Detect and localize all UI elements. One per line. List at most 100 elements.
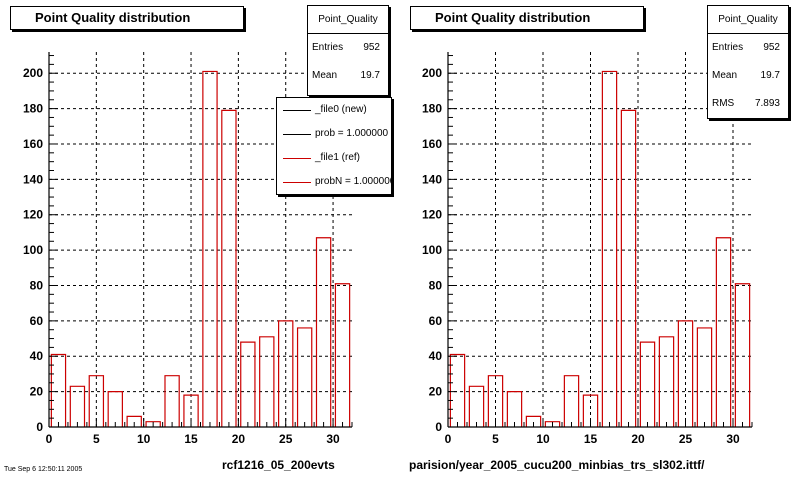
right-x-tick-label: 10 — [536, 432, 550, 446]
left-y-tick-label: 80 — [30, 278, 44, 292]
right-y-tick-label: 40 — [429, 349, 443, 363]
left-x-tick-label: 25 — [279, 432, 293, 446]
right-footer-label: parision/year_2005_cucu200_minbias_trs_s… — [409, 458, 705, 472]
right-bar — [734, 283, 751, 427]
left-y-tick-label: 0 — [36, 420, 43, 434]
left-y-tick-label: 60 — [30, 314, 44, 328]
right-y-tick-label: 80 — [429, 278, 443, 292]
left-x-tick-label: 30 — [326, 432, 340, 446]
right-y-tick-label: 100 — [422, 243, 442, 257]
left-mean-label: Mean — [312, 70, 338, 81]
right-bar — [696, 327, 713, 427]
right-y-tick-label: 160 — [422, 137, 442, 151]
left-entries-value: 952 — [363, 42, 380, 53]
legend-line-red — [283, 158, 311, 159]
right-x-tick-label: 30 — [726, 432, 740, 446]
right-mean-label: Mean — [712, 70, 738, 81]
legend-label: prob = 1.000000 — [315, 128, 389, 139]
left-bar — [296, 327, 313, 427]
left-bar — [69, 385, 86, 427]
left-y-tick-label: 100 — [23, 243, 43, 257]
right-bar — [487, 375, 504, 427]
left-bar — [145, 421, 161, 427]
right-entries-value: 952 — [763, 42, 780, 53]
right-y-tick-label: 20 — [429, 385, 443, 399]
left-bar — [202, 70, 218, 427]
right-x-tick-label: 0 — [445, 432, 452, 446]
left-bar — [259, 336, 275, 427]
left-y-tick-label: 160 — [23, 137, 43, 151]
left-bar — [164, 375, 180, 427]
right-y-tick-label: 140 — [422, 172, 442, 186]
right-y-tick-label: 0 — [435, 420, 442, 434]
left-footer-label: rcf1216_05_200evts — [222, 458, 335, 472]
right-bar — [506, 391, 523, 427]
left-mean-value: 19.7 — [360, 70, 380, 81]
right-rms-value: 7.893 — [754, 98, 780, 109]
left-entries-label: Entries — [312, 42, 344, 53]
right-x-tick-label: 15 — [584, 432, 598, 446]
left-x-tick-label: 15 — [184, 432, 198, 446]
right-bar — [468, 385, 485, 427]
left-bar — [240, 341, 256, 427]
left-y-tick-label: 200 — [23, 66, 43, 80]
right-bar — [525, 415, 542, 427]
left-legend: _file0 (new) prob = 1.000000 _file1 (ref… — [276, 97, 392, 195]
right-bar — [639, 341, 656, 427]
left-y-tick-label: 180 — [23, 102, 43, 116]
left-stats-mean-row: Mean 19.7 — [308, 62, 388, 90]
left-plot-title: Point Quality distribution — [10, 6, 244, 30]
right-x-tick-label: 5 — [492, 432, 499, 446]
legend-label: _file1 (ref) — [315, 152, 361, 163]
left-stats-name: Point_Quality — [308, 6, 388, 34]
right-bar — [677, 320, 694, 427]
legend-label: probN = 1.000000 — [315, 176, 392, 187]
legend-line-black — [283, 134, 311, 135]
left-x-tick-label: 20 — [232, 432, 246, 446]
right-bar — [601, 70, 618, 427]
left-bar — [183, 394, 199, 427]
left-x-tick-label: 10 — [137, 432, 151, 446]
left-bar — [278, 320, 294, 427]
legend-line-red — [283, 182, 311, 183]
right-y-tick-label: 180 — [422, 102, 442, 116]
left-bar — [126, 415, 142, 427]
legend-line-black — [283, 110, 311, 111]
right-mean-value: 19.7 — [760, 70, 780, 81]
left-stats-box: Point_Quality Entries 952 Mean 19.7 — [307, 5, 389, 96]
right-entries-label: Entries — [712, 42, 744, 53]
right-rms-label: RMS — [712, 98, 735, 109]
right-plot-title: Point Quality distribution — [410, 6, 644, 30]
right-bar — [582, 394, 599, 427]
right-y-tick-label: 200 — [422, 66, 442, 80]
right-bar — [544, 421, 561, 427]
left-y-tick-label: 40 — [30, 349, 44, 363]
left-y-tick-label: 140 — [23, 172, 43, 186]
left-x-tick-label: 5 — [93, 432, 100, 446]
timestamp-note: Tue Sep 6 12:50:11 2005 — [4, 466, 83, 473]
right-stats-name: Point_Quality — [708, 6, 788, 34]
right-bar — [449, 353, 466, 427]
right-bar — [715, 237, 732, 427]
right-y-tick-label: 60 — [429, 314, 443, 328]
right-stats-mean-row: Mean 19.7 — [708, 62, 788, 90]
legend-entry-prob: prob = 1.000000 — [277, 122, 391, 146]
left-bar — [334, 283, 351, 427]
left-bar — [107, 391, 123, 427]
legend-entry-probn: probN = 1.000000 — [277, 170, 391, 194]
legend-label: _file0 (new) — [315, 104, 367, 115]
left-bar — [88, 375, 105, 427]
right-bar — [658, 336, 675, 427]
right-bar — [563, 375, 580, 427]
left-bar — [221, 109, 237, 427]
right-stats-rms-row: RMS 7.893 — [708, 90, 788, 118]
legend-entry-file1: _file1 (ref) — [277, 146, 391, 170]
right-stats-entries-row: Entries 952 — [708, 34, 788, 62]
left-y-tick-label: 120 — [23, 208, 43, 222]
right-x-tick-label: 25 — [679, 432, 693, 446]
right-y-tick-label: 120 — [422, 208, 442, 222]
right-x-tick-label: 20 — [631, 432, 645, 446]
left-bar — [315, 237, 332, 427]
left-y-tick-label: 20 — [30, 385, 44, 399]
right-stats-box: Point_Quality Entries 952 Mean 19.7 RMS … — [707, 5, 789, 119]
